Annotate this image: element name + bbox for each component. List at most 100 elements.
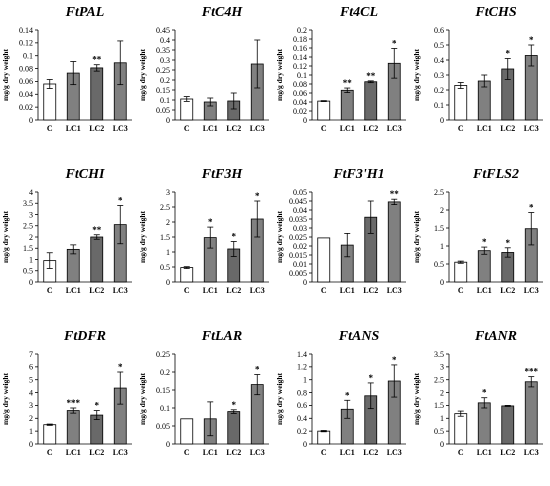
bar-c xyxy=(43,424,57,445)
x-tick-label: LC3 xyxy=(250,448,265,457)
significance-marker: * xyxy=(95,401,100,411)
bar-lc2 xyxy=(90,236,104,283)
x-tick-label: LC1 xyxy=(340,286,355,295)
y-tick-label: 0.08 xyxy=(19,64,33,73)
y-tick-label: 1.5 xyxy=(434,401,444,410)
y-tick-label: 0.12 xyxy=(293,62,307,71)
y-tick-label: 3 xyxy=(166,188,170,197)
error-bar-lc2 xyxy=(93,64,100,72)
y-tick-label: 2 xyxy=(166,218,170,227)
error-bar-lc1 xyxy=(481,246,488,255)
x-tick-label: C xyxy=(321,124,327,133)
chart-panel-ftchs: FtCHS mg/g dry weight 0 0.1 0.2 0.3 0.4 0.5 0.6 C… xyxy=(412,5,543,133)
y-tick-label: 0.035 xyxy=(289,215,307,224)
y-tick-label: 3.5 xyxy=(23,199,33,208)
chart-title: FtCHS xyxy=(474,5,516,20)
error-bar-lc1 xyxy=(481,397,488,409)
x-tick-label: C xyxy=(458,286,464,295)
error-bar-lc2 xyxy=(230,241,237,257)
x-tick-label: LC3 xyxy=(113,448,128,457)
y-tick-label: 0.04 xyxy=(293,206,307,215)
bar-c xyxy=(180,98,194,121)
y-tick-label: 0.14 xyxy=(293,53,307,62)
y-tick-label: 4 xyxy=(29,188,33,197)
x-tick-label: LC1 xyxy=(203,448,218,457)
y-tick-label: 0.04 xyxy=(293,98,307,107)
significance-marker: * xyxy=(255,365,260,375)
bar-c xyxy=(454,85,468,121)
y-tick-label: 0.02 xyxy=(293,107,307,116)
y-tick-label: 0.05 xyxy=(156,106,170,115)
significance-marker: ** xyxy=(92,55,102,65)
significance-marker: * xyxy=(232,400,237,410)
y-tick-label: 3.5 xyxy=(434,350,444,359)
x-tick-label: C xyxy=(321,286,327,295)
significance-marker: * xyxy=(529,203,534,213)
y-tick-label: 0.1 xyxy=(160,404,170,413)
y-axis-label: mg/g dry weight xyxy=(138,210,147,263)
chart-title: FtC4H xyxy=(201,5,244,20)
y-tick-label: 0.015 xyxy=(289,251,307,260)
y-tick-label: 1.5 xyxy=(434,224,444,233)
bar-c xyxy=(180,418,194,445)
y-tick-label: 0.1 xyxy=(23,52,33,61)
y-tick-label: 0.2 xyxy=(297,26,307,35)
error-bar-c xyxy=(46,252,53,269)
y-tick-label: 2 xyxy=(29,414,33,423)
error-bar-lc2 xyxy=(367,80,374,84)
y-tick-label: 0.4 xyxy=(160,36,170,45)
y-tick-label: 2 xyxy=(440,388,444,397)
bar-lc1 xyxy=(477,250,491,283)
bar-lc2 xyxy=(364,81,378,121)
y-tick-label: 0.35 xyxy=(156,46,170,55)
error-bar-c xyxy=(46,79,53,89)
x-tick-label: C xyxy=(47,286,53,295)
significance-marker: * xyxy=(392,38,397,48)
y-tick-label: 1.5 xyxy=(23,244,33,253)
significance-marker: * xyxy=(482,237,487,247)
significance-marker: * xyxy=(118,362,123,372)
x-tick-label: LC1 xyxy=(66,124,81,133)
y-tick-label: 0.5 xyxy=(434,427,444,436)
chart-panel-ftpal: FtPAL mg/g dry weight 0 0.02 0.04 0.06 0.08 0.1… xyxy=(1,5,132,133)
error-bar-c xyxy=(320,100,327,102)
y-tick-label: 0 xyxy=(440,278,444,287)
error-bar-c xyxy=(46,423,53,426)
error-bar-lc1 xyxy=(70,61,77,86)
error-bar-lc3 xyxy=(254,39,261,89)
y-tick-label: 0.02 xyxy=(293,242,307,251)
y-tick-label: 0.1 xyxy=(297,71,307,80)
y-tick-label: 0.02 xyxy=(19,103,33,112)
x-tick-label: C xyxy=(47,124,53,133)
x-tick-label: LC2 xyxy=(500,124,515,133)
x-tick-label: LC1 xyxy=(66,448,81,457)
x-tick-label: LC1 xyxy=(477,448,492,457)
x-tick-label: C xyxy=(184,124,190,133)
y-tick-label: 0.1 xyxy=(160,96,170,105)
y-tick-label: 0.01 xyxy=(293,260,307,269)
error-bar-lc1 xyxy=(70,244,77,255)
y-tick-label: 0.5 xyxy=(434,260,444,269)
error-bar-lc3 xyxy=(254,200,261,238)
y-axis-label: mg/g dry weight xyxy=(412,372,421,425)
y-tick-label: 2 xyxy=(440,206,444,215)
error-bar-lc1 xyxy=(207,401,214,437)
x-tick-label: C xyxy=(458,124,464,133)
x-tick-label: LC2 xyxy=(363,286,378,295)
y-tick-label: 2 xyxy=(29,233,33,242)
error-bar-c xyxy=(457,260,464,264)
error-bar-lc2 xyxy=(504,405,511,407)
y-tick-label: 0 xyxy=(303,440,307,449)
y-tick-label: 0.04 xyxy=(19,90,33,99)
x-tick-label: LC3 xyxy=(250,286,265,295)
y-tick-label: 1 xyxy=(440,242,444,251)
y-tick-label: 1.2 xyxy=(297,363,307,372)
error-bar-lc1 xyxy=(481,74,488,88)
significance-marker: * xyxy=(506,238,511,248)
y-tick-label: 0.4 xyxy=(297,414,307,423)
bar-lc2 xyxy=(227,411,241,445)
y-tick-label: 2.5 xyxy=(434,376,444,385)
x-tick-label: LC1 xyxy=(203,286,218,295)
error-bar-lc3 xyxy=(117,40,124,86)
